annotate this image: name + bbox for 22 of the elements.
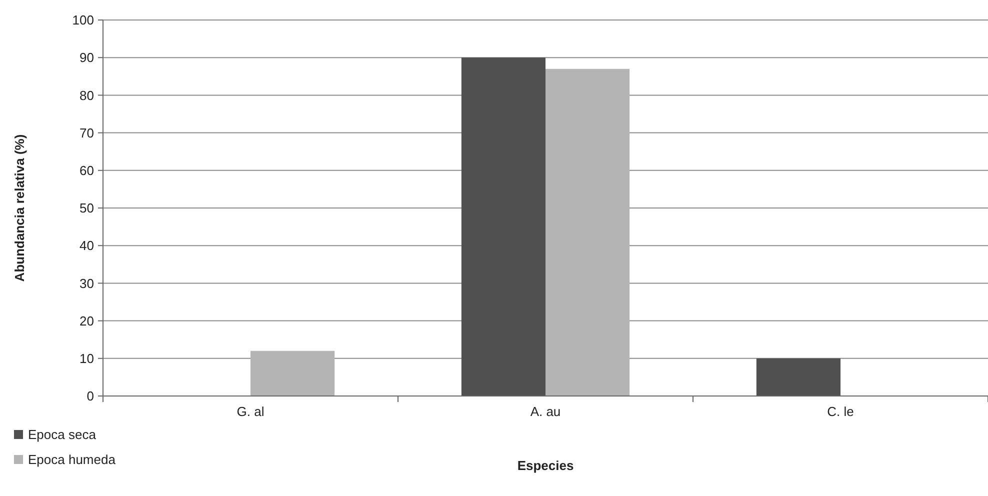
x-axis-title: Especies <box>517 458 574 473</box>
y-tick-label: 10 <box>80 350 94 366</box>
bar <box>546 68 630 396</box>
bar <box>461 58 546 396</box>
y-tick-label: 90 <box>80 50 94 66</box>
y-tick-label: 80 <box>80 88 94 103</box>
bar <box>250 350 335 396</box>
y-tick-label: 100 <box>72 12 94 28</box>
legend-label: Epoca humeda <box>28 452 116 467</box>
y-tick-label: 50 <box>80 200 94 216</box>
y-tick-label: 0 <box>86 388 94 404</box>
y-tick-label: 40 <box>80 238 94 254</box>
y-tick-label: 30 <box>80 276 94 291</box>
legend-label: Epoca seca <box>28 427 97 442</box>
y-tick-label: 70 <box>80 125 94 140</box>
y-tick-label: 20 <box>80 313 94 328</box>
y-tick-label: 60 <box>80 162 94 178</box>
x-tick-label: A. au <box>530 404 561 419</box>
bar <box>756 358 840 396</box>
x-tick-label: C. le <box>827 404 854 419</box>
y-axis-title: Abundancia relativa (%) <box>12 134 27 282</box>
x-tick-label: G. al <box>236 404 264 419</box>
